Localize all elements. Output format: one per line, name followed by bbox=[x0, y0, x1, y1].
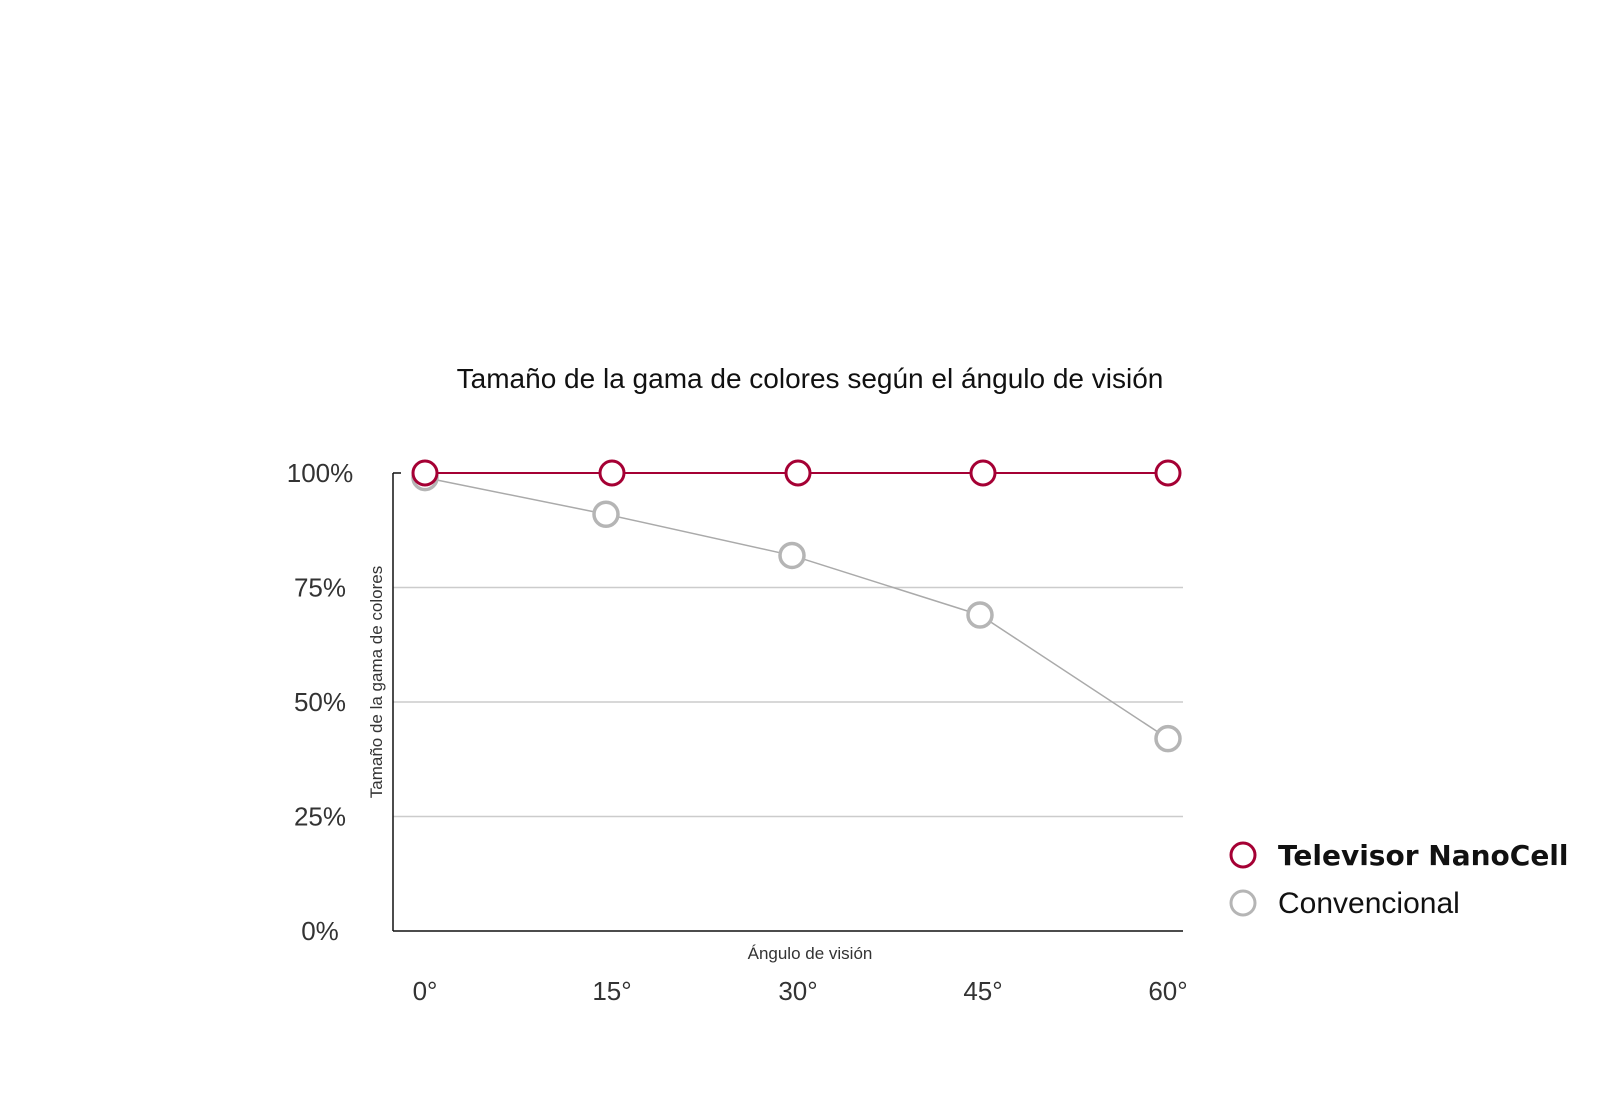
legend: Televisor NanoCell Convencional bbox=[1229, 839, 1569, 920]
data-point bbox=[784, 459, 812, 487]
series-convencional bbox=[411, 463, 1182, 753]
data-point bbox=[592, 500, 620, 528]
legend-marker bbox=[1229, 841, 1257, 869]
x-axis-label: Ángulo de visión bbox=[748, 944, 873, 963]
legend-label: Televisor NanoCell bbox=[1278, 839, 1569, 872]
x-tick-labels: 0° 15° 30° 45° 60° bbox=[413, 976, 1188, 1006]
y-tick-label: 100% bbox=[287, 458, 354, 488]
y-tick-label: 25% bbox=[294, 802, 346, 832]
x-tick-label: 45° bbox=[963, 976, 1002, 1006]
chart-title: Tamaño de la gama de colores según el án… bbox=[457, 363, 1164, 394]
data-point bbox=[1154, 459, 1182, 487]
data-point bbox=[778, 541, 806, 570]
y-tick-label: 50% bbox=[294, 687, 346, 717]
axes bbox=[392, 472, 1183, 932]
data-point bbox=[598, 459, 626, 487]
y-axis-label: Tamaño de la gama de colores bbox=[367, 566, 386, 798]
data-point bbox=[969, 459, 997, 487]
y-tick-labels: 0% 25% 50% 75% 100% bbox=[287, 458, 354, 946]
y-tick-label: 0% bbox=[301, 916, 339, 946]
y-tick-label: 75% bbox=[294, 573, 346, 603]
series-layer bbox=[411, 459, 1182, 753]
x-tick-label: 30° bbox=[778, 976, 817, 1006]
data-point bbox=[1154, 724, 1182, 753]
x-tick-label: 0° bbox=[413, 976, 438, 1006]
data-point bbox=[411, 459, 439, 487]
x-tick-label: 60° bbox=[1148, 976, 1187, 1006]
x-tick-label: 15° bbox=[592, 976, 631, 1006]
series-televisor-nanocell bbox=[411, 459, 1182, 487]
data-point bbox=[966, 601, 994, 629]
grid bbox=[393, 586, 1183, 818]
series-line bbox=[424, 476, 1169, 740]
legend-marker bbox=[1229, 889, 1257, 917]
legend-label: Convencional bbox=[1278, 887, 1460, 920]
